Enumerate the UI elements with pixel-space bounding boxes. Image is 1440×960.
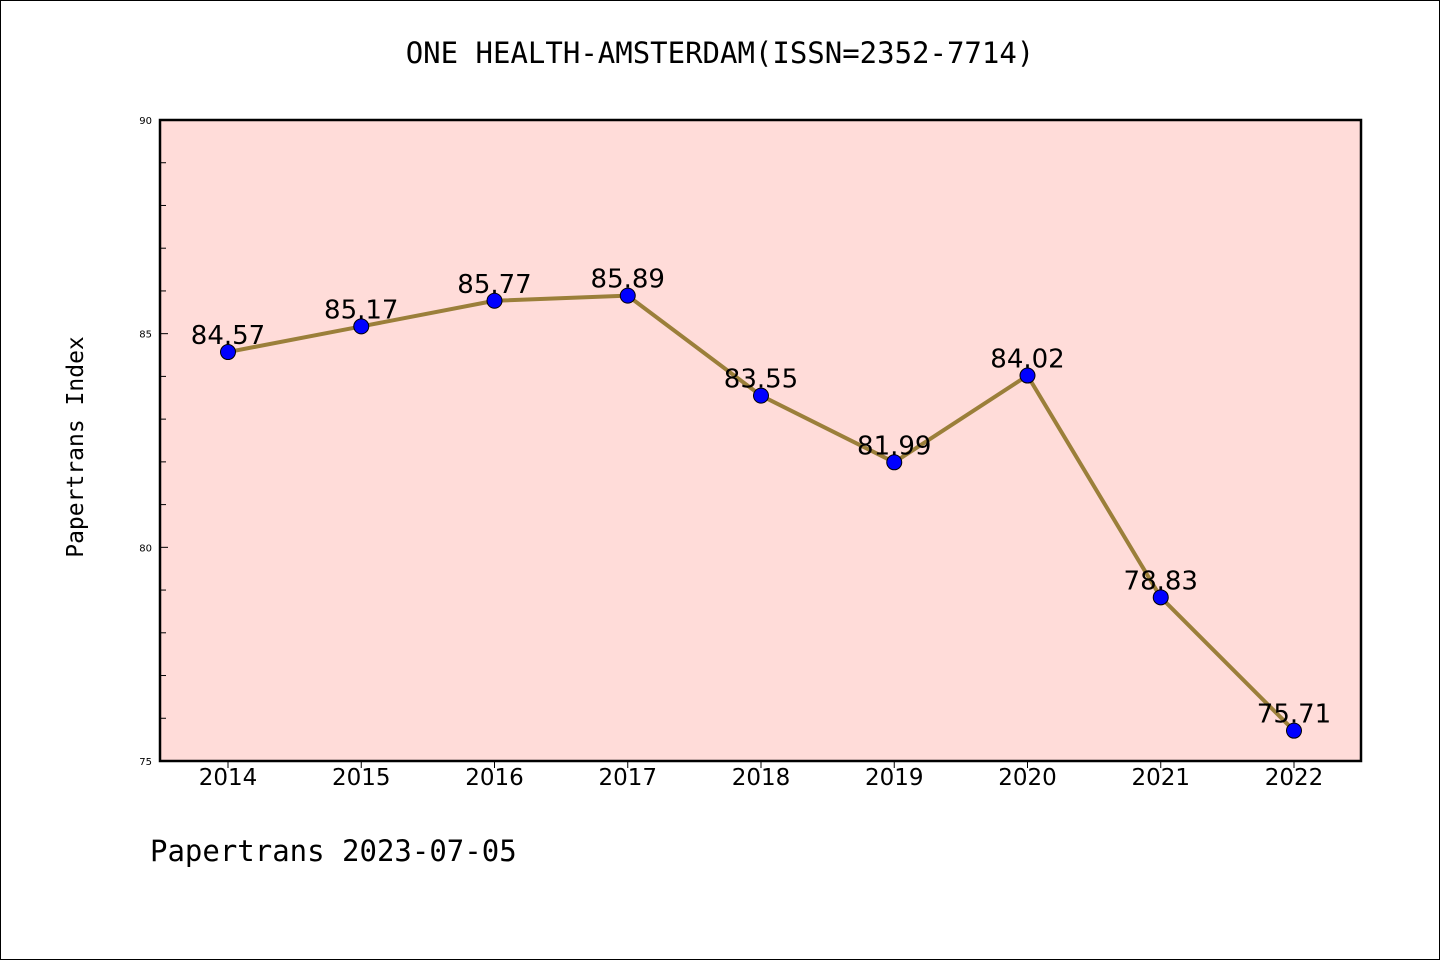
x-tick-label: 2015	[332, 765, 391, 791]
x-tick-label: 2022	[1265, 765, 1324, 791]
data-point	[753, 387, 769, 404]
plot-area	[160, 120, 1361, 761]
y-tick-label: 80	[139, 543, 152, 554]
y-tick-label: 85	[139, 330, 152, 341]
data-point	[1286, 722, 1302, 739]
data-label: 85.89	[591, 265, 665, 295]
data-point	[486, 292, 503, 309]
data-point	[220, 344, 236, 361]
plot-border	[158, 118, 1363, 763]
data-point	[1019, 367, 1036, 384]
chart-title: ONE HEALTH-AMSTERDAM(ISSN=2352-7714)	[405, 36, 1035, 70]
data-labels: 84.57 85.17 85.77 85.89 83.55 81.99 84.02 78.83…	[191, 265, 1331, 730]
data-label: 84.57	[191, 321, 265, 351]
data-point	[886, 454, 903, 471]
x-tick-label: 2016	[465, 765, 524, 791]
data-label: 81.99	[857, 431, 931, 461]
data-points	[220, 287, 1302, 739]
data-label: 78.83	[1124, 566, 1198, 596]
y-tick-label: 75	[139, 757, 152, 768]
data-label: 83.55	[724, 365, 798, 395]
y-tick-label: 90	[139, 116, 152, 127]
x-tick-label: 2017	[598, 765, 657, 791]
data-label: 85.77	[457, 270, 531, 300]
data-point	[353, 318, 370, 335]
data-label: 85.17	[324, 295, 398, 325]
data-label: 75.71	[1257, 700, 1331, 730]
data-point	[1152, 589, 1169, 606]
footer-date-note: Papertrans 2023-07-05	[150, 834, 517, 868]
x-tick-label: 2021	[1131, 765, 1190, 791]
x-tick-label: 2014	[199, 765, 258, 791]
data-label: 84.02	[990, 345, 1064, 375]
x-tick-label: 2020	[998, 765, 1057, 791]
x-tick-label: 2018	[732, 765, 791, 791]
x-tick-label: 2019	[865, 765, 924, 791]
data-point	[619, 287, 636, 304]
x-axis: 2014 2015 2016 2017 2018 2019 2020 2021 2022	[199, 761, 1324, 791]
